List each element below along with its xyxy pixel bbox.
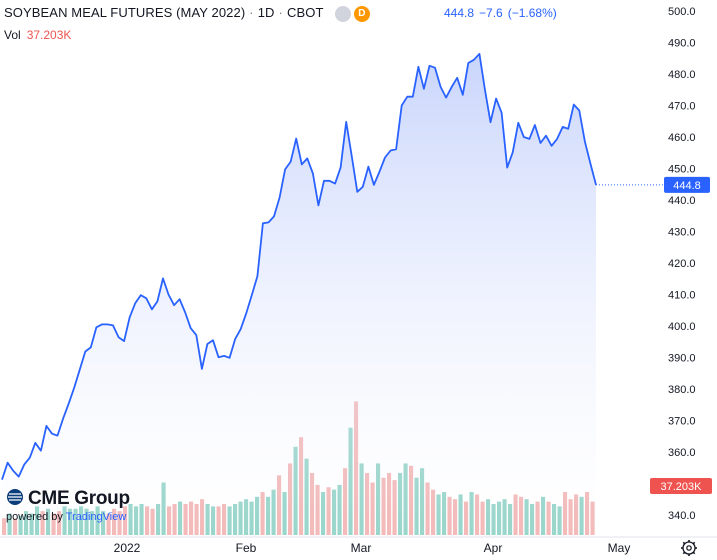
powered-by: powered by TradingView — [6, 511, 130, 523]
symbol-title[interactable]: SOYBEAN MEAL FUTURES (MAY 2022) — [4, 5, 246, 20]
change-value: −7.6 — [479, 6, 503, 20]
interval-label[interactable]: 1D — [257, 5, 275, 20]
last-price-value: 444.8 — [444, 6, 475, 20]
market-status[interactable]: D — [334, 5, 373, 22]
ohlc-values: 444.8 −7.6 (−1.68%) — [444, 6, 562, 20]
price-area — [2, 53, 596, 538]
chart-header: SOYBEAN MEAL FUTURES (MAY 2022) · 1D · CBOT … — [4, 5, 373, 22]
y-tick-label: 340.0 — [668, 510, 696, 522]
y-tick-label: 390.0 — [668, 353, 696, 365]
x-tick-label: 2022 — [114, 541, 141, 555]
y-tick-label: 470.0 — [668, 101, 696, 113]
y-tick-label: 490.0 — [668, 38, 696, 50]
time-axis: 2022 Feb Mar Apr May — [114, 541, 631, 555]
y-tick-label: 370.0 — [668, 416, 696, 428]
cme-group-logo[interactable]: CME Group powered by TradingView — [6, 488, 130, 523]
exchange-label: CBOT — [286, 5, 324, 20]
change-percent-value: (−1.68%) — [507, 6, 557, 20]
y-tick-label: 500.0 — [668, 6, 696, 18]
price-line — [1, 52, 597, 480]
y-tick-label: 480.0 — [668, 69, 696, 81]
logo-text: CME Group — [6, 488, 130, 510]
status-grey-dot-icon — [334, 5, 351, 22]
settings-gear-icon[interactable] — [681, 540, 697, 556]
tradingview-link[interactable]: TradingView — [65, 511, 127, 523]
x-tick-label: Mar — [351, 541, 372, 555]
volume-legend[interactable]: Vol 37.203K — [4, 28, 71, 42]
y-tick-label: 410.0 — [668, 290, 696, 302]
volume-tag-label: 37.203K — [661, 481, 703, 493]
y-tick-label: 360.0 — [668, 447, 696, 459]
powered-by-text: powered by — [6, 511, 63, 523]
y-tick-label: 430.0 — [668, 227, 696, 239]
y-tick-label: 440.0 — [668, 195, 696, 207]
y-tick-label: 450.0 — [668, 164, 696, 176]
price-axis: 340.0350.0360.0370.0380.0390.0400.0410.0… — [668, 6, 696, 522]
last-price-tag — [664, 176, 710, 193]
y-tick-label: 380.0 — [668, 384, 696, 396]
y-tick-label: 400.0 — [668, 321, 696, 333]
logo-label: CME Group — [28, 488, 130, 509]
delayed-data-badge: D — [353, 5, 370, 22]
volume-value: 37.203K — [26, 28, 72, 42]
x-tick-label: Apr — [484, 541, 503, 555]
x-tick-label: Feb — [236, 541, 257, 555]
price-series-line — [1, 52, 597, 480]
last-price-tag-label: 444.8 — [673, 180, 701, 192]
axis-tags: 444.8 37.203K — [596, 176, 712, 494]
volume-label: Vol — [4, 28, 21, 42]
y-tick-label: 460.0 — [668, 132, 696, 144]
volume-tag — [650, 478, 712, 494]
x-tick-label: May — [608, 541, 631, 555]
cme-globe-icon — [7, 489, 23, 505]
price-area-fill — [2, 53, 596, 538]
y-tick-label: 420.0 — [668, 258, 696, 270]
